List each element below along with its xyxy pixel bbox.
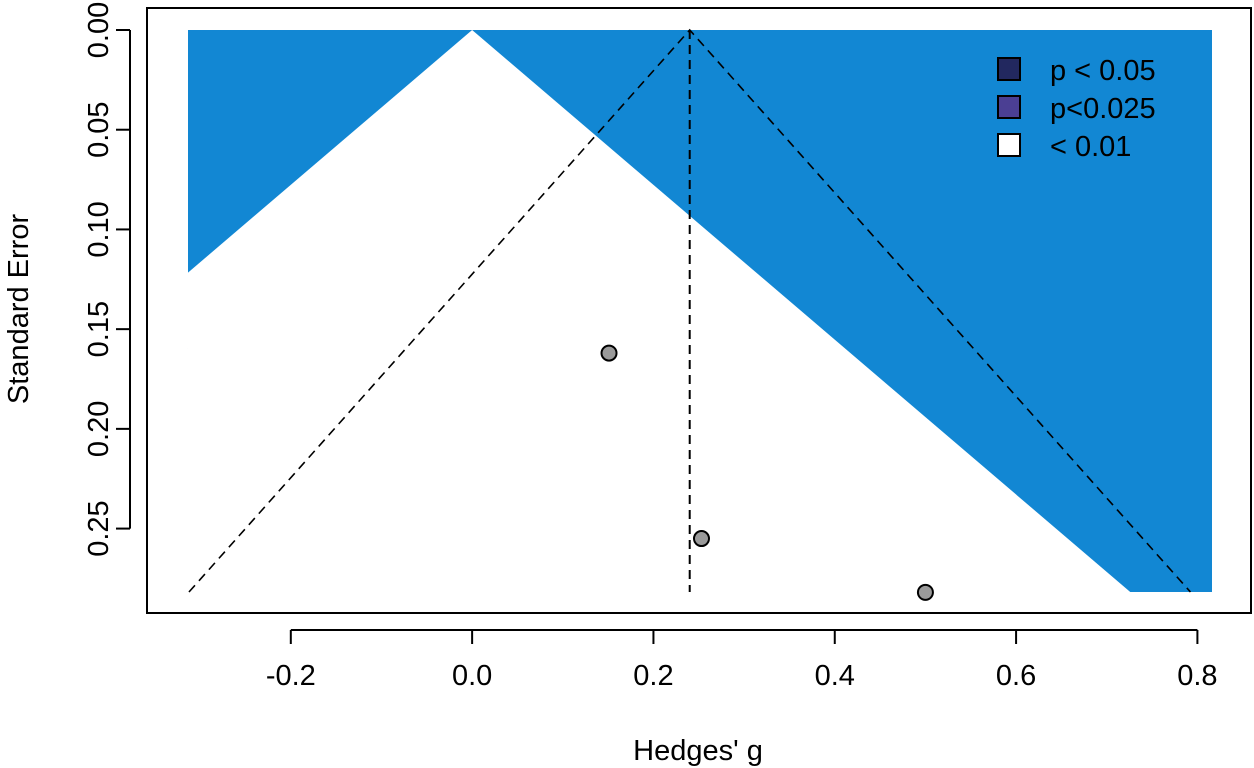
legend-swatch [997,57,1021,81]
plot-region [188,28,1212,601]
x-axis: -0.2 0.0 0.2 0.4 0.6 0.8 [266,629,1218,692]
y-axis-title: Standard Error [3,214,35,405]
contour-region-3 [188,30,1131,592]
y-tick-label: 0.10 [83,201,115,257]
y-tick-label: 0.25 [83,500,115,556]
legend-swatch [997,95,1021,119]
x-tick-label: 0.4 [815,660,855,692]
y-tick-label: 0.15 [83,301,115,357]
x-tick-label: 0.0 [452,660,492,692]
x-tick-label: 0.8 [1177,660,1217,692]
y-tick-label: 0.20 [83,401,115,457]
y-tick-label: 0.05 [83,101,115,157]
legend-label: p<0.025 [1050,93,1156,125]
x-axis-title: Hedges' g [633,735,763,767]
legend-swatch [997,133,1021,157]
plot-frame [146,7,1252,614]
x-tick-label: -0.2 [266,660,316,692]
x-tick-label: 0.6 [996,660,1036,692]
legend-label: < 0.01 [1050,131,1131,163]
y-tick-label: 0.00 [83,2,115,58]
data-point [692,530,710,548]
y-axis: 0.00 0.05 0.10 0.15 0.20 0.25 [83,2,131,557]
x-tick-label: 0.2 [633,660,673,692]
data-point [600,344,618,362]
legend-label: p < 0.05 [1050,55,1156,87]
legend: p < 0.05 p<0.025 < 0.01 [997,55,1156,163]
data-point [916,583,934,601]
